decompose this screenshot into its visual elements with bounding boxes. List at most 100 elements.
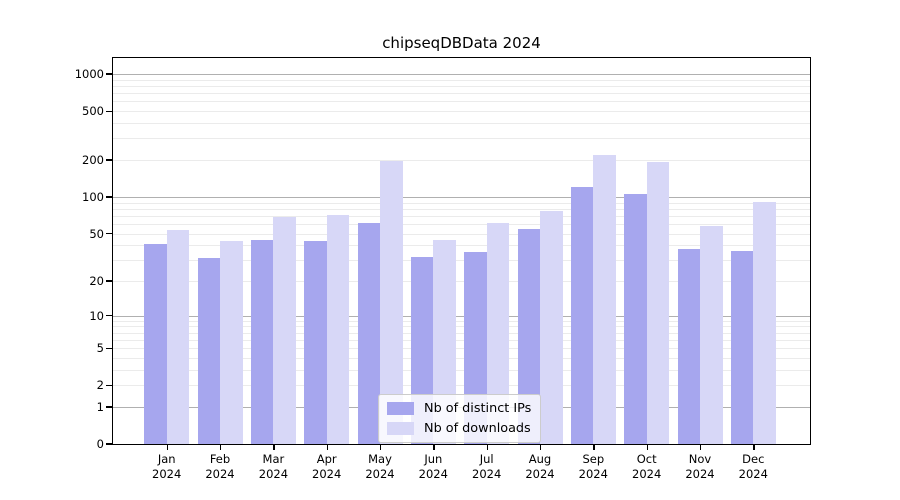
bar-downloads-feb [220, 241, 243, 444]
x-tick-label: Jan 2024 [152, 452, 182, 481]
gridline-minor [113, 111, 810, 113]
plot-area [113, 58, 810, 444]
y-tick-mark [106, 347, 113, 349]
bar-distinct-ips-jan [144, 243, 167, 444]
gridline-major [113, 315, 810, 317]
bar-distinct-ips-mar [250, 240, 274, 444]
bar-downloads-jan [166, 230, 190, 444]
bar-downloads-oct [646, 162, 670, 444]
bar-downloads-apr [326, 215, 350, 444]
gridline-major [113, 196, 810, 198]
legend-swatch-distinct-ips [387, 402, 414, 415]
y-tick-mark [106, 406, 113, 408]
x-tick-label: Oct 2024 [632, 452, 662, 481]
y-tick-mark [106, 232, 113, 235]
bar-distinct-ips-feb [197, 258, 220, 444]
y-tick-mark [106, 384, 113, 386]
legend-swatch-downloads [387, 422, 414, 435]
gridline-minor [113, 348, 810, 350]
bar-downloads-jun [433, 240, 456, 444]
x-tick-label: May 2024 [365, 452, 395, 481]
bar-downloads-dec [753, 201, 776, 444]
y-tick-label: 1000 [74, 67, 104, 81]
bar-distinct-ips-dec [730, 250, 754, 444]
y-tick-mark [106, 443, 113, 445]
legend-label-downloads: Nb of downloads [424, 421, 531, 436]
y-tick-label: 200 [82, 153, 104, 167]
y-tick-mark [106, 196, 113, 198]
x-tick-mark [540, 444, 542, 450]
bar-downloads-aug [540, 211, 563, 444]
x-tick-mark [593, 444, 595, 450]
x-tick-label: Jul 2024 [472, 452, 502, 481]
y-tick-label: 100 [82, 189, 104, 204]
bar-distinct-ips-aug [517, 229, 540, 444]
gridline-minor [113, 86, 810, 87]
y-tick-mark [106, 315, 113, 317]
x-tick-label: Mar 2024 [258, 452, 289, 481]
gridline-minor [113, 138, 810, 140]
legend: Nb of distinct IPs Nb of downloads [378, 394, 542, 443]
gridline-minor [113, 208, 810, 210]
x-tick-label: Sep 2024 [578, 452, 608, 481]
y-tick-mark [106, 110, 113, 112]
x-tick-label: Feb 2024 [205, 452, 235, 481]
gridline-minor [113, 123, 810, 124]
gridline-minor [113, 320, 810, 322]
x-tick-mark [433, 444, 435, 450]
x-tick-label: Aug 2024 [525, 452, 555, 481]
gridline-minor [113, 326, 810, 328]
gridline-minor [113, 339, 810, 341]
bar-distinct-ips-may [357, 223, 380, 444]
y-tick-label: 0 [96, 437, 104, 451]
gridline-minor [113, 202, 810, 204]
gridline-minor [113, 233, 810, 235]
bar-downloads-mar [273, 217, 296, 444]
y-tick-mark [106, 73, 113, 75]
gridline-minor [113, 245, 810, 247]
bar-distinct-ips-sep [570, 186, 594, 444]
x-tick-label: Apr 2024 [312, 452, 342, 481]
gridline-minor [113, 357, 810, 359]
bar-downloads-nov [700, 225, 723, 444]
gridline-minor [113, 101, 810, 103]
x-tick-mark [273, 444, 275, 450]
gridline-minor [113, 385, 810, 387]
gridline-minor [113, 223, 810, 225]
x-tick-mark [646, 444, 648, 450]
gridline-minor [113, 260, 810, 262]
y-tick-mark [106, 280, 113, 282]
bar-distinct-ips-oct [624, 194, 647, 444]
y-tick-label: 500 [82, 104, 104, 119]
gridline-minor [113, 332, 810, 334]
x-tick-mark [486, 444, 488, 450]
y-tick-label: 10 [89, 308, 104, 323]
bar-downloads-jul [486, 223, 510, 444]
bar-downloads-sep [593, 154, 616, 444]
y-tick-label: 50 [89, 226, 104, 241]
legend-item-distinct-ips: Nb of distinct IPs [387, 401, 531, 416]
y-tick-label: 1 [96, 399, 104, 414]
chart-title: chipseqDBData 2024 [382, 34, 541, 52]
x-tick-mark [220, 444, 222, 450]
x-tick-label: Dec 2024 [738, 452, 768, 481]
x-tick-mark [753, 444, 755, 450]
x-tick-mark [700, 444, 702, 450]
gridline-minor [113, 93, 810, 95]
x-tick-label: Jun 2024 [418, 452, 448, 481]
gridline-major [113, 74, 810, 75]
legend-item-downloads: Nb of downloads [387, 421, 531, 436]
x-tick-mark [380, 444, 382, 450]
bar-distinct-ips-nov [677, 249, 700, 444]
y-tick-mark [106, 159, 113, 161]
gridline-minor [113, 79, 810, 81]
x-tick-mark [166, 444, 168, 450]
gridline-minor [113, 215, 810, 217]
y-tick-label: 2 [96, 378, 104, 393]
y-tick-label: 20 [89, 274, 104, 288]
gridline-minor [113, 160, 810, 161]
bar-downloads-may [380, 160, 403, 444]
legend-label-distinct-ips: Nb of distinct IPs [424, 401, 532, 416]
x-tick-label: Nov 2024 [685, 452, 715, 481]
